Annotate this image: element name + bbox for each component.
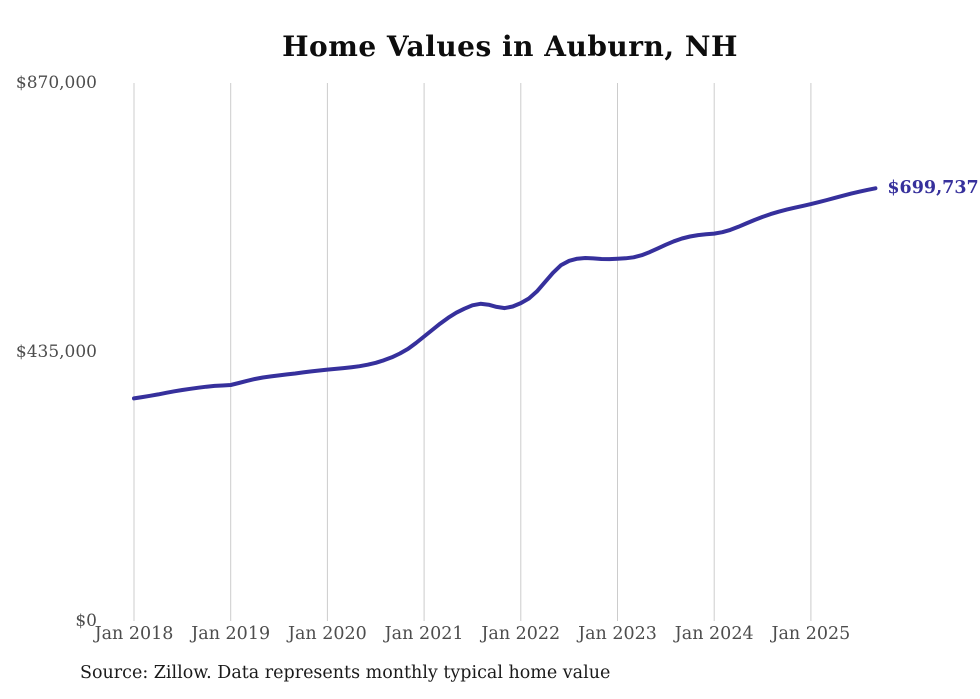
x-tick-label: Jan 2020 (287, 624, 367, 644)
gridlines-group (133, 83, 812, 621)
x-tick-label: Jan 2018 (94, 624, 174, 644)
x-tick-label: Jan 2022 (481, 624, 561, 644)
y-tick-label: $870,000 (15, 72, 97, 93)
x-tick-label: Jan 2025 (771, 624, 851, 644)
y-tick-label: $435,000 (15, 341, 97, 362)
source-note: Source: Zillow. Data represents monthly … (80, 663, 611, 683)
latest-value-label: $699,737 (887, 178, 979, 199)
x-tick-label: Jan 2021 (384, 624, 464, 644)
x-tick-label: Jan 2024 (674, 624, 754, 644)
x-tick-label: Jan 2019 (191, 624, 271, 644)
y-tick-label: $0 (75, 610, 97, 631)
chart-title: Home Values in Auburn, NH (282, 30, 738, 63)
x-tick-label: Jan 2023 (578, 624, 657, 644)
home-value-line-series (132, 186, 878, 401)
